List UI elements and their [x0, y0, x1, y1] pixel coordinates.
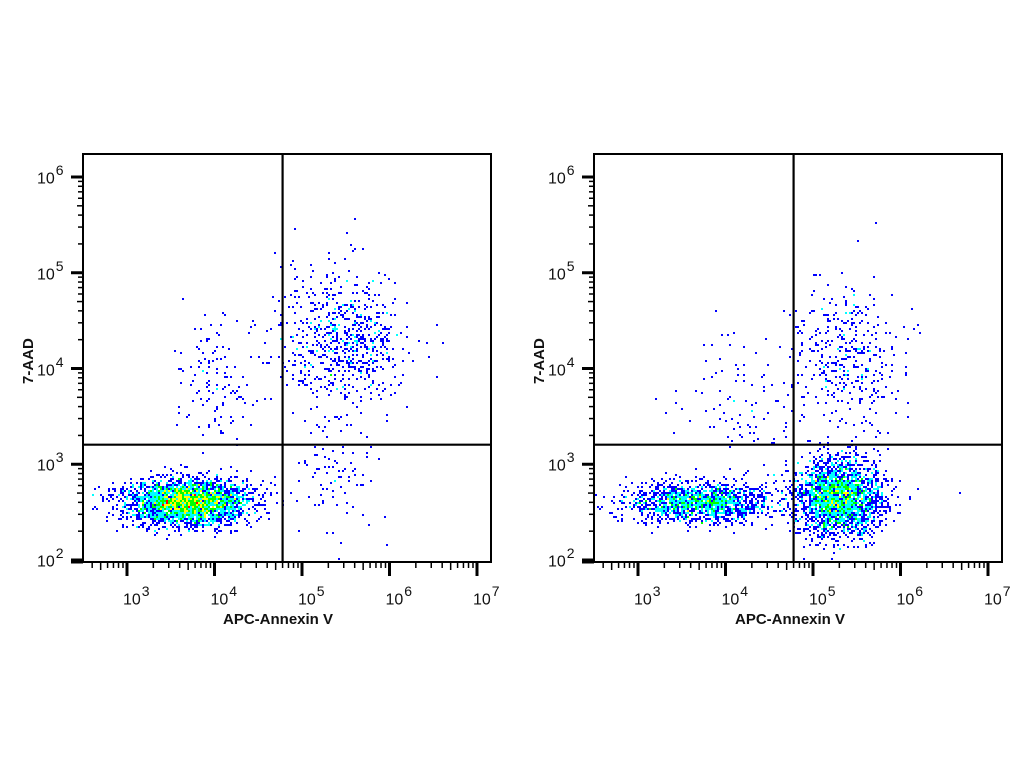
scatter-plot: [582, 153, 1003, 576]
y-tick-label: 104: [548, 353, 575, 379]
x-tick-label: 104: [721, 583, 749, 609]
x-tick-label: 106: [896, 583, 924, 609]
data-points: [92, 218, 444, 560]
y-tick-label: 102: [37, 545, 64, 571]
y-tick-label: 106: [548, 162, 575, 188]
plot-panel-right: 7-AAD APC-Annexin V 102 103 104 105 106 103 1…: [511, 0, 1023, 768]
plot-panel-left: 7-AAD APC-Annexin V 102 103 104 105 106 103 1…: [20, 153, 500, 628]
x-tick-label: 103: [634, 583, 661, 609]
y-tick-label: 103: [548, 449, 575, 475]
y-tick-label: 106: [37, 162, 64, 188]
x-tick-label: 107: [984, 583, 1011, 609]
y-axis-label: 7-AAD: [531, 338, 548, 384]
plot-frame: [82, 153, 492, 563]
data-points: [595, 222, 961, 560]
y-tick-label: 105: [548, 257, 575, 284]
y-axis-label: 7-AAD: [20, 338, 37, 384]
x-tick-label: 105: [809, 583, 836, 609]
x-tick-label: 106: [385, 583, 413, 609]
x-tick-label: 107: [473, 583, 500, 609]
scatter-plot: [71, 153, 492, 576]
x-axis-label: APC-Annexin V: [223, 611, 334, 628]
x-tick-label: 103: [123, 583, 150, 609]
y-tick-label: 103: [37, 449, 64, 475]
x-tick-label: 105: [298, 583, 325, 609]
x-tick-label: 104: [210, 583, 238, 609]
y-tick-label: 105: [37, 257, 64, 284]
y-tick-label: 102: [548, 545, 575, 571]
plot-frame: [593, 153, 1003, 563]
y-tick-label: 104: [37, 353, 64, 379]
x-axis-label: APC-Annexin V: [735, 611, 846, 628]
